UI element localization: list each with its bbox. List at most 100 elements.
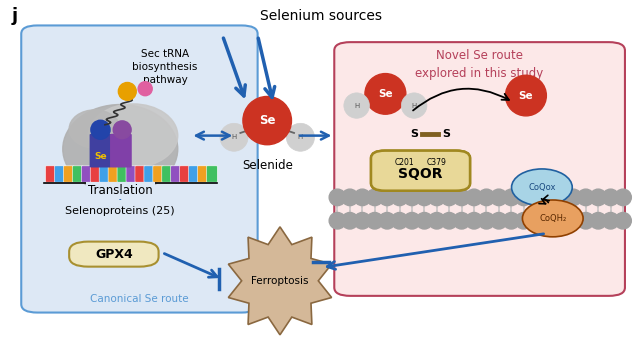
Ellipse shape: [453, 189, 470, 206]
Ellipse shape: [512, 169, 572, 206]
Ellipse shape: [63, 104, 177, 193]
Ellipse shape: [329, 189, 346, 206]
FancyBboxPatch shape: [371, 151, 470, 191]
Ellipse shape: [590, 213, 606, 229]
Ellipse shape: [391, 213, 408, 229]
Ellipse shape: [540, 213, 557, 229]
Text: Selenide: Selenide: [242, 159, 293, 172]
Ellipse shape: [441, 189, 458, 206]
Text: CoQox: CoQox: [528, 183, 556, 192]
FancyBboxPatch shape: [110, 134, 132, 168]
Text: Translation: Translation: [88, 184, 152, 197]
FancyBboxPatch shape: [197, 166, 208, 182]
FancyBboxPatch shape: [89, 134, 111, 168]
Ellipse shape: [466, 189, 482, 206]
Ellipse shape: [540, 189, 557, 206]
Ellipse shape: [404, 213, 421, 229]
Ellipse shape: [565, 213, 582, 229]
Ellipse shape: [491, 189, 507, 206]
Text: C201: C201: [395, 158, 414, 167]
Text: S: S: [410, 129, 418, 139]
Text: Canonical Se route: Canonical Se route: [90, 294, 189, 304]
Ellipse shape: [552, 189, 569, 206]
Text: H: H: [354, 102, 359, 108]
Text: CoQH₂: CoQH₂: [539, 214, 566, 223]
Ellipse shape: [565, 189, 582, 206]
Text: j: j: [12, 7, 18, 25]
FancyBboxPatch shape: [64, 166, 75, 182]
Ellipse shape: [491, 213, 507, 229]
Ellipse shape: [602, 213, 619, 229]
FancyBboxPatch shape: [46, 166, 57, 182]
Text: C379: C379: [426, 158, 446, 167]
FancyBboxPatch shape: [55, 166, 66, 182]
Ellipse shape: [441, 213, 458, 229]
Text: Se: Se: [94, 152, 107, 161]
Ellipse shape: [428, 213, 445, 229]
FancyBboxPatch shape: [90, 166, 101, 182]
Ellipse shape: [528, 213, 545, 229]
FancyBboxPatch shape: [334, 42, 625, 296]
Ellipse shape: [69, 110, 120, 148]
Ellipse shape: [552, 213, 569, 229]
FancyBboxPatch shape: [135, 166, 146, 182]
Text: H: H: [412, 102, 417, 108]
Ellipse shape: [243, 96, 291, 145]
Text: C379: C379: [426, 158, 446, 167]
Ellipse shape: [416, 189, 433, 206]
Text: Se: Se: [378, 89, 393, 99]
Ellipse shape: [528, 189, 545, 206]
Text: Ferroptosis: Ferroptosis: [251, 276, 309, 286]
FancyBboxPatch shape: [206, 166, 217, 182]
Ellipse shape: [478, 189, 494, 206]
Ellipse shape: [379, 213, 395, 229]
Ellipse shape: [428, 189, 445, 206]
Text: GPX4: GPX4: [95, 248, 132, 261]
Text: Sec tRNA
biosynthesis
pathway: Sec tRNA biosynthesis pathway: [132, 49, 197, 85]
Ellipse shape: [522, 200, 583, 237]
Ellipse shape: [478, 213, 494, 229]
Ellipse shape: [416, 213, 433, 229]
Ellipse shape: [91, 120, 110, 139]
FancyBboxPatch shape: [179, 166, 190, 182]
Text: Se: Se: [519, 91, 533, 101]
Ellipse shape: [401, 93, 427, 118]
Ellipse shape: [354, 213, 370, 229]
Ellipse shape: [367, 213, 383, 229]
Ellipse shape: [404, 189, 421, 206]
FancyBboxPatch shape: [73, 166, 83, 182]
Ellipse shape: [113, 121, 131, 139]
FancyBboxPatch shape: [371, 151, 470, 191]
Ellipse shape: [602, 189, 619, 206]
Ellipse shape: [466, 213, 482, 229]
Ellipse shape: [577, 189, 594, 206]
Ellipse shape: [367, 189, 383, 206]
Ellipse shape: [341, 213, 358, 229]
Text: Selenium sources: Selenium sources: [260, 9, 383, 23]
FancyBboxPatch shape: [81, 166, 92, 182]
FancyBboxPatch shape: [188, 166, 199, 182]
Ellipse shape: [354, 189, 370, 206]
Ellipse shape: [453, 213, 470, 229]
Ellipse shape: [615, 189, 631, 206]
Text: H: H: [298, 134, 303, 140]
Ellipse shape: [503, 189, 520, 206]
Ellipse shape: [220, 123, 248, 151]
Text: C201: C201: [395, 158, 414, 167]
Ellipse shape: [516, 189, 532, 206]
FancyBboxPatch shape: [144, 166, 155, 182]
Text: H: H: [231, 134, 237, 140]
FancyBboxPatch shape: [21, 25, 258, 313]
Text: SQOR: SQOR: [398, 167, 443, 181]
Text: Novel Se route
explored in this study: Novel Se route explored in this study: [415, 49, 544, 80]
Ellipse shape: [379, 189, 395, 206]
Text: SQOR: SQOR: [398, 167, 443, 181]
FancyBboxPatch shape: [153, 166, 164, 182]
Ellipse shape: [505, 75, 547, 116]
Text: Se: Se: [259, 114, 275, 127]
FancyBboxPatch shape: [126, 166, 137, 182]
FancyBboxPatch shape: [108, 166, 119, 182]
Text: Selenoproteins (25): Selenoproteins (25): [66, 207, 175, 216]
Ellipse shape: [329, 213, 346, 229]
Ellipse shape: [391, 189, 408, 206]
